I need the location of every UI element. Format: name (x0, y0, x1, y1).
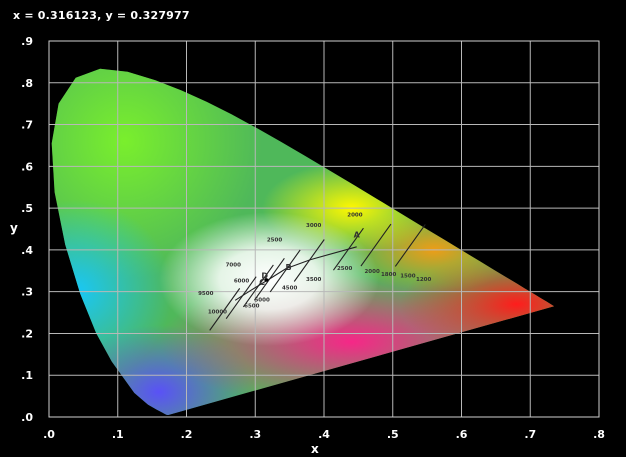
temperature-label: 10000 (208, 309, 227, 315)
temperature-label: 1200 (416, 277, 431, 283)
x-tick-label: .0 (43, 428, 55, 441)
y-tick-label: .7 (21, 119, 33, 132)
temperature-label: 5000 (254, 298, 269, 304)
plot-frame (48, 40, 600, 418)
x-tick-label: .4 (318, 428, 330, 441)
y-tick-label: .6 (21, 160, 33, 173)
y-tick-label: .9 (21, 35, 33, 48)
temperature-label: 9500 (198, 291, 213, 297)
isotherm-line (394, 224, 426, 267)
spectral-gamut-fill (51, 68, 555, 415)
x-tick-label: .5 (387, 428, 399, 441)
temperature-label: 2500 (337, 266, 352, 272)
temperature-label: 2000 (347, 212, 362, 218)
isotherm-line (269, 249, 301, 293)
x-tick-label: .3 (249, 428, 261, 441)
isotherm-line (225, 276, 257, 319)
x-tick-label: .7 (524, 428, 536, 441)
y-tick-label: .4 (21, 244, 33, 257)
y-tick-label: .1 (21, 369, 33, 382)
coordinate-readout: x = 0.316123, y = 0.327977 (13, 9, 190, 22)
x-tick-label: .1 (112, 428, 124, 441)
temperature-label: 3500 (306, 277, 321, 283)
cursor-marker (264, 278, 269, 282)
x-tick-label: .6 (456, 428, 468, 441)
temperature-label: A (354, 230, 361, 239)
temperature-label: 1800 (381, 272, 396, 278)
x-axis-ticks: .0 .1 .2 .3 .4 .5 .6 .7 .8 (43, 428, 605, 441)
isotherm-line (293, 239, 325, 282)
temperature-label: 6500 (244, 304, 259, 310)
temperature-label: D (261, 272, 268, 281)
y-tick-label: .0 (21, 411, 33, 424)
y-tick-label: .2 (21, 327, 33, 340)
y-tick-label: .3 (21, 286, 33, 299)
isotherm-line (209, 288, 241, 331)
temperature-label: 7000 (226, 263, 241, 269)
isotherm-line (332, 227, 364, 271)
temperature-label: 3000 (306, 223, 321, 229)
temperature-label: C (259, 278, 265, 287)
isotherm-line (360, 223, 392, 267)
x-axis-label: x (311, 442, 319, 456)
temperature-label: 1500 (400, 273, 415, 279)
y-axis-ticks: .0 .1 .2 .3 .4 .5 .6 .7 .8 .9 (21, 35, 33, 424)
temperature-label: B (285, 263, 291, 272)
temperature-label: 4500 (282, 286, 297, 292)
isotherm-line (253, 257, 285, 301)
planckian-locus-line (234, 246, 357, 301)
temperature-label: 2500 (267, 238, 282, 244)
grid-lines (48, 40, 600, 418)
temperature-label: 6000 (234, 278, 249, 284)
x-tick-label: .8 (593, 428, 605, 441)
temperature-label: 2000 (364, 269, 379, 275)
x-tick-label: .2 (181, 428, 193, 441)
y-tick-label: .5 (21, 202, 33, 215)
y-axis-label: y (10, 221, 18, 235)
y-tick-label: .8 (21, 77, 33, 90)
isotherm-line (242, 264, 274, 308)
